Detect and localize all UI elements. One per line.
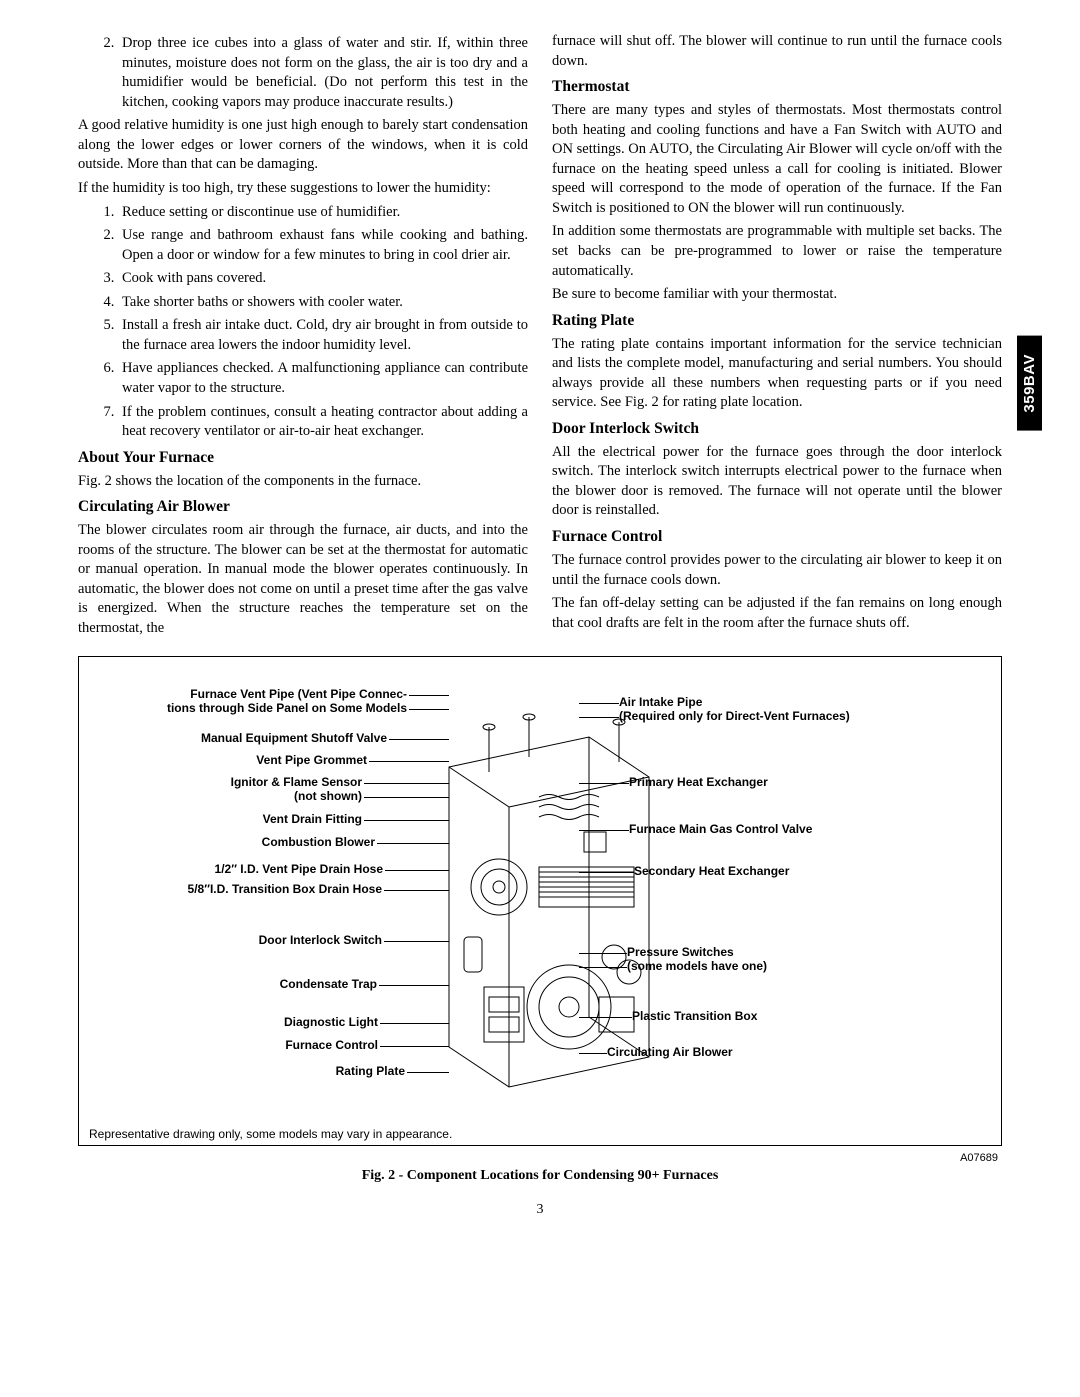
list-item: Have appliances checked. A malfunctionin… (118, 359, 528, 398)
figure-leader-line (380, 1023, 449, 1024)
figure-leader-line (364, 820, 449, 821)
figure-label: Manual Equipment Shutoff Valve (87, 731, 387, 745)
figure-label: Primary Heat Exchanger (629, 775, 768, 789)
paragraph: There are many types and styles of therm… (552, 101, 1002, 218)
figure-label: Secondary Heat Exchanger (634, 864, 789, 878)
figure-leader-line (364, 783, 449, 784)
right-column: furnace will shut off. The blower will c… (552, 32, 1002, 642)
figure-label: Furnace Main Gas Control Valve (629, 822, 812, 836)
figure-leader-line (384, 941, 449, 942)
figure-label: Circulating Air Blower (607, 1045, 733, 1059)
figure-label: Air Intake Pipe (619, 695, 702, 709)
figure-leader-line (579, 783, 629, 784)
figure-leader-line (385, 870, 449, 871)
list-item: If the problem continues, consult a heat… (118, 403, 528, 442)
paragraph: furnace will shut off. The blower will c… (552, 32, 1002, 71)
paragraph: The blower circulates room air through t… (78, 521, 528, 638)
paragraph: Fig. 2 shows the location of the compone… (78, 472, 528, 492)
list-item: Install a fresh air intake duct. Cold, d… (118, 316, 528, 355)
paragraph: In addition some thermostats are program… (552, 222, 1002, 281)
figure-label: (Required only for Direct-Vent Furnaces) (619, 709, 850, 723)
figure-leader-line (579, 703, 619, 704)
figure-label: Combustion Blower (87, 835, 375, 849)
figure-label: Door Interlock Switch (87, 933, 382, 947)
figure-caption: Fig. 2 - Component Locations for Condens… (78, 1168, 1002, 1184)
figure-label: Vent Pipe Grommet (87, 753, 367, 767)
heading-circulating-blower: Circulating Air Blower (78, 497, 528, 518)
figure-label: Furnace Control (87, 1038, 378, 1052)
heading-about-furnace: About Your Furnace (78, 448, 528, 469)
figure-leader-line (409, 709, 449, 710)
heading-rating-plate: Rating Plate (552, 311, 1002, 332)
figure-leader-line (380, 1046, 449, 1047)
page-number: 3 (78, 1202, 1002, 1218)
figure-leader-line (369, 761, 449, 762)
paragraph: Be sure to become familiar with your the… (552, 285, 1002, 305)
figure-box: Representative drawing only, some models… (78, 656, 1002, 1146)
figure-leader-line (407, 1072, 449, 1073)
model-tab: 359BAV (1017, 336, 1042, 431)
figure-code: A07689 (78, 1152, 998, 1164)
figure-leader-line (579, 1053, 607, 1054)
humidity-test-list: Drop three ice cubes into a glass of wat… (78, 34, 528, 112)
list-item: Use range and bathroom exhaust fans whil… (118, 226, 528, 265)
figure-leader-line (579, 830, 629, 831)
heading-furnace-control: Furnace Control (552, 527, 1002, 548)
text-columns: Drop three ice cubes into a glass of wat… (78, 32, 1002, 642)
figure-label: Pressure Switches (627, 945, 734, 959)
heading-door-interlock: Door Interlock Switch (552, 419, 1002, 440)
heading-thermostat: Thermostat (552, 77, 1002, 98)
paragraph: If the humidity is too high, try these s… (78, 179, 528, 199)
figure-leader-line (364, 797, 449, 798)
figure-leader-line (579, 872, 634, 873)
figure-note: Representative drawing only, some models… (89, 1127, 452, 1141)
figure-leader-line (379, 985, 449, 986)
figure-leader-line (579, 717, 619, 718)
list-item: Cook with pans covered. (118, 269, 528, 289)
figure-leader-line (409, 695, 449, 696)
lower-humidity-list: Reduce setting or discontinue use of hum… (78, 203, 528, 442)
paragraph: A good relative humidity is one just hig… (78, 116, 528, 175)
paragraph: The rating plate contains important info… (552, 335, 1002, 413)
list-item: Reduce setting or discontinue use of hum… (118, 203, 528, 223)
figure-label: Vent Drain Fitting (87, 812, 362, 826)
left-column: Drop three ice cubes into a glass of wat… (78, 32, 528, 642)
paragraph: All the electrical power for the furnace… (552, 443, 1002, 521)
figure-label: (some models have one) (627, 959, 767, 973)
figure-label: 1/2″ I.D. Vent Pipe Drain Hose (87, 862, 383, 876)
figure-label: Diagnostic Light (87, 1015, 378, 1029)
document-page: 359BAV Drop three ice cubes into a glass… (0, 0, 1080, 1248)
figure-leader-line (377, 843, 449, 844)
figure-leader-line (384, 890, 449, 891)
figure-label: Rating Plate (87, 1064, 405, 1078)
figure-label: Plastic Transition Box (632, 1009, 757, 1023)
figure-label: Condensate Trap (87, 977, 377, 991)
list-item: Take shorter baths or showers with coole… (118, 293, 528, 313)
figure-leader-line (579, 953, 627, 954)
list-item: Drop three ice cubes into a glass of wat… (118, 34, 528, 112)
figure-leader-line (579, 1017, 632, 1018)
paragraph: The fan off-delay setting can be adjuste… (552, 594, 1002, 633)
figure-label: tions through Side Panel on Some Models (87, 701, 407, 715)
figure-label: Ignitor & Flame Sensor (87, 775, 362, 789)
figure-label: 5/8″I.D. Transition Box Drain Hose (87, 882, 382, 896)
figure-label: (not shown) (87, 789, 362, 803)
figure-leader-line (579, 967, 627, 968)
figure-label: Furnace Vent Pipe (Vent Pipe Connec- (87, 687, 407, 701)
figure-leader-line (389, 739, 449, 740)
paragraph: The furnace control provides power to th… (552, 551, 1002, 590)
